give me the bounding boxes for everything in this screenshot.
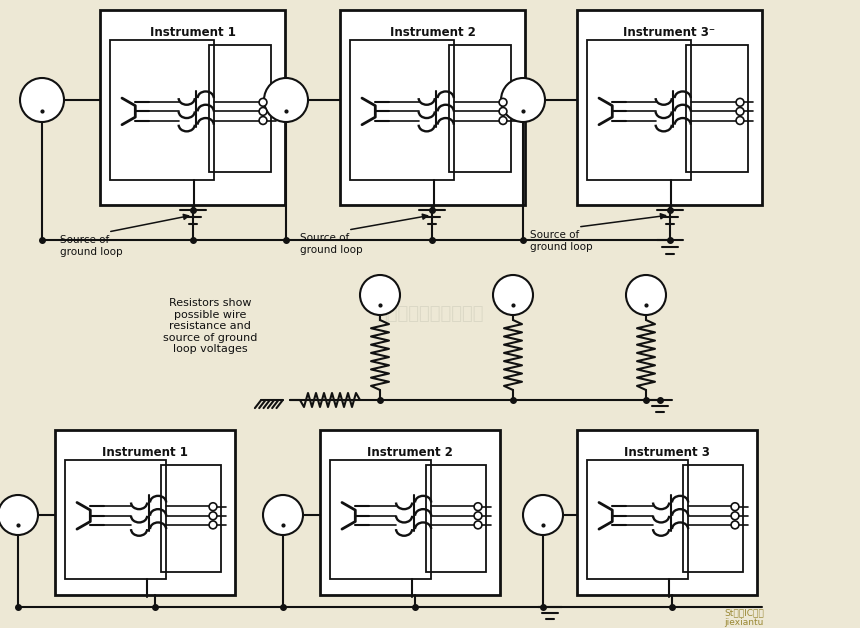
Circle shape (259, 117, 267, 124)
Circle shape (209, 503, 217, 511)
Bar (350, 40, 453, 180)
Bar (683, 465, 743, 572)
Circle shape (0, 495, 38, 535)
Text: Source of
ground loop: Source of ground loop (60, 235, 123, 257)
Circle shape (474, 503, 482, 511)
Bar (587, 460, 688, 579)
Bar (577, 10, 762, 205)
Bar (449, 45, 511, 171)
Circle shape (360, 275, 400, 315)
Bar (330, 460, 431, 579)
Circle shape (20, 78, 64, 122)
Circle shape (474, 521, 482, 529)
Circle shape (736, 99, 744, 106)
Bar (110, 40, 213, 180)
Circle shape (209, 521, 217, 529)
Text: Instrument 3⁻: Instrument 3⁻ (624, 26, 716, 39)
Circle shape (493, 275, 533, 315)
Bar (685, 45, 748, 171)
Bar (577, 430, 757, 595)
Circle shape (259, 107, 267, 116)
Circle shape (474, 512, 482, 520)
Text: Instrument 2: Instrument 2 (390, 26, 476, 39)
Circle shape (501, 78, 545, 122)
Bar (65, 460, 166, 579)
Circle shape (731, 503, 739, 511)
Circle shape (259, 99, 267, 106)
Text: Source of
ground loop: Source of ground loop (530, 230, 593, 252)
Text: Source of
ground loop: Source of ground loop (300, 233, 363, 254)
Circle shape (731, 521, 739, 529)
Text: Instrument 1: Instrument 1 (102, 446, 188, 459)
Text: Instrument 2: Instrument 2 (367, 446, 453, 459)
Circle shape (499, 99, 507, 106)
Circle shape (523, 495, 563, 535)
Circle shape (499, 107, 507, 116)
Bar (587, 40, 691, 180)
Text: Instrument 1: Instrument 1 (150, 26, 236, 39)
Circle shape (264, 78, 308, 122)
Circle shape (263, 495, 303, 535)
Circle shape (731, 512, 739, 520)
Circle shape (736, 117, 744, 124)
Circle shape (736, 107, 744, 116)
Text: 株州络睷科技有限公司: 株州络睷科技有限公司 (377, 305, 483, 323)
Text: St数字ICコム
jiexiantu: St数字ICコム jiexiantu (724, 608, 764, 627)
Text: Resistors show
possible wire
resistance and
source of ground
loop voltages: Resistors show possible wire resistance … (163, 298, 257, 354)
Bar (100, 10, 285, 205)
Text: Instrument 3: Instrument 3 (624, 446, 710, 459)
Circle shape (499, 117, 507, 124)
Bar (426, 465, 486, 572)
Bar (161, 465, 221, 572)
Bar (55, 430, 235, 595)
Circle shape (209, 512, 217, 520)
Bar (209, 45, 271, 171)
Bar (340, 10, 525, 205)
Circle shape (626, 275, 666, 315)
Bar (320, 430, 500, 595)
